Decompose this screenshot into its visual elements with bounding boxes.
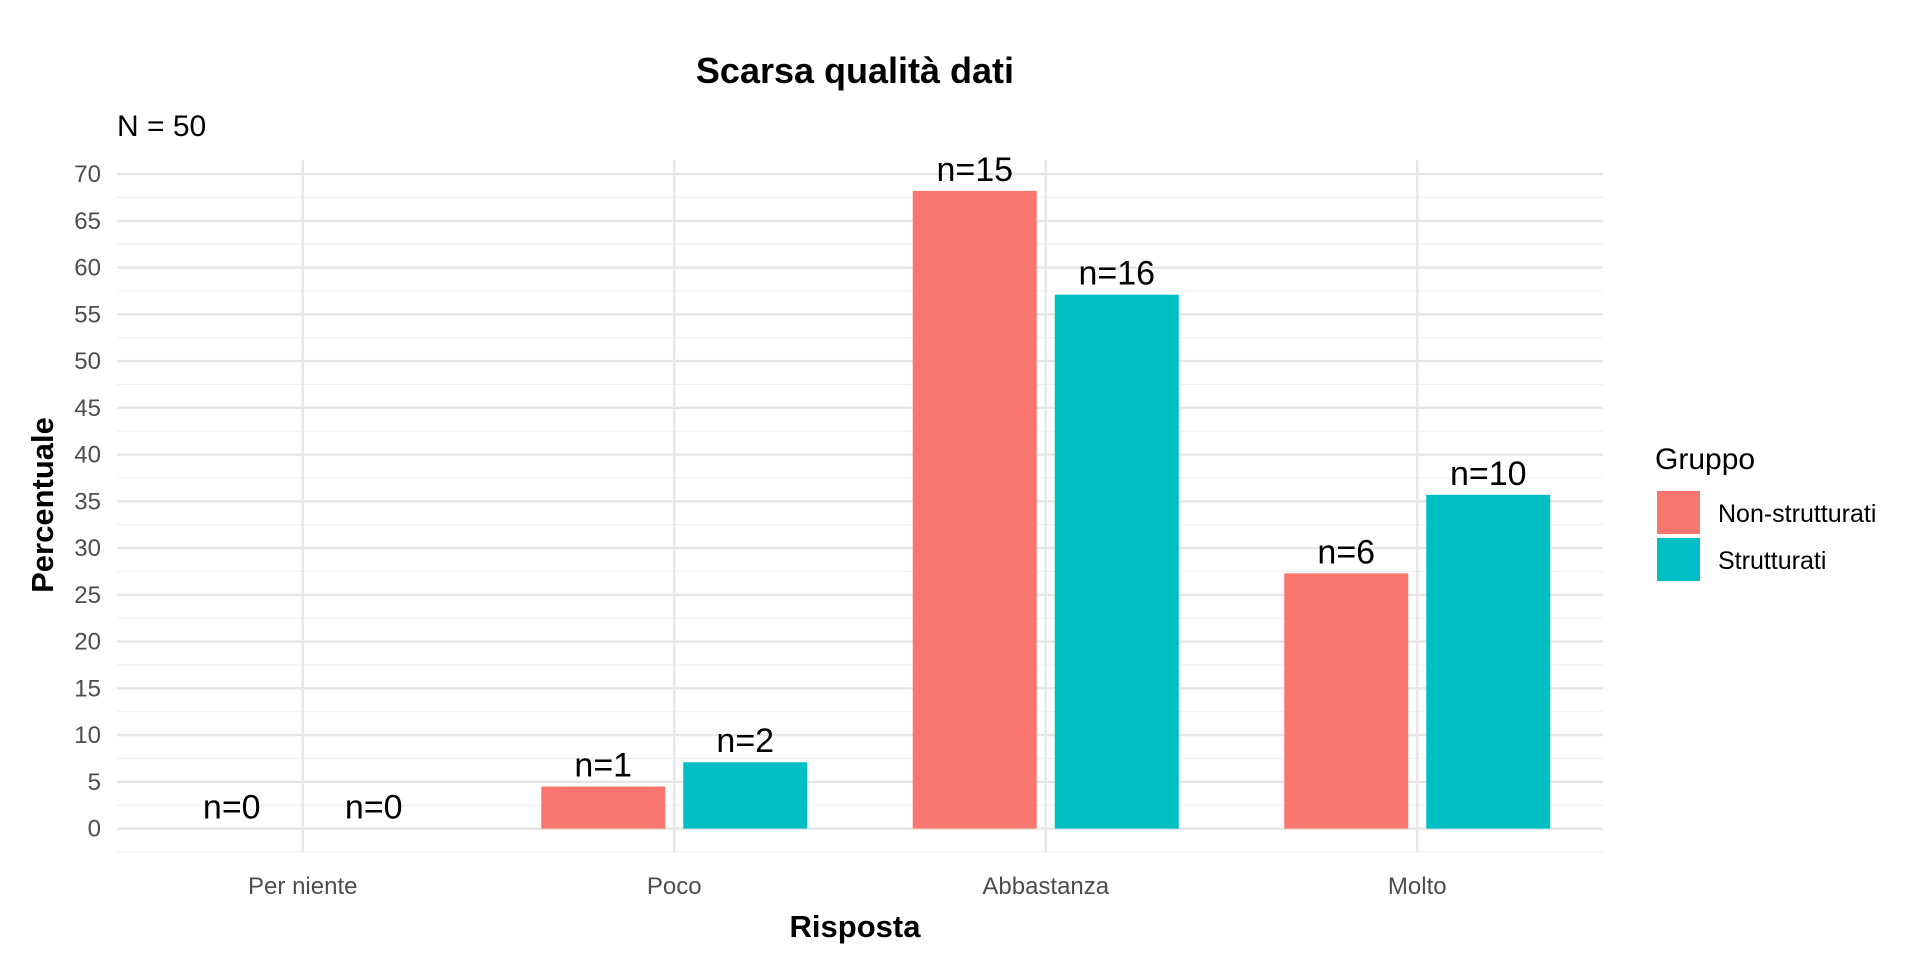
bar-label: n=1 <box>574 747 632 785</box>
grid <box>117 160 1603 853</box>
y-tick-label: 10 <box>74 722 101 749</box>
y-tick-label: 0 <box>88 816 101 843</box>
bar-label: n=2 <box>716 722 774 760</box>
bar-label: n=0 <box>345 789 403 827</box>
y-tick-label: 25 <box>74 582 101 609</box>
y-tick-label: 60 <box>74 255 101 282</box>
bars <box>541 190 1551 829</box>
x-axis-title: Risposta <box>790 909 922 944</box>
bar-label: n=0 <box>203 789 261 827</box>
y-axis-ticks: 0 5 10 15 20 25 30 35 40 45 50 55 60 65 70 <box>74 161 101 843</box>
bar <box>912 190 1037 829</box>
y-tick-label: 55 <box>74 301 101 328</box>
bar <box>1284 573 1409 829</box>
chart-subtitle: N = 50 <box>117 110 206 143</box>
y-tick-label: 5 <box>88 769 101 796</box>
legend-title: Gruppo <box>1655 443 1755 476</box>
y-tick-label: 20 <box>74 629 101 656</box>
chart-title: Scarsa qualità dati <box>696 50 1014 91</box>
bar <box>683 762 808 829</box>
bar <box>541 786 666 829</box>
bar <box>1054 294 1179 829</box>
x-tick-label: Molto <box>1388 873 1447 900</box>
y-tick-label: 15 <box>74 675 101 702</box>
bar-label: n=10 <box>1450 455 1527 493</box>
bar <box>1426 494 1551 829</box>
y-tick-label: 45 <box>74 395 101 422</box>
x-axis-ticks: Per niente Poco Abbastanza Molto <box>248 873 1447 900</box>
y-tick-label: 65 <box>74 208 101 235</box>
legend: Gruppo Non-strutturati Strutturati <box>1655 443 1876 581</box>
bar-label: n=6 <box>1317 533 1375 571</box>
bar-label: n=15 <box>936 151 1013 189</box>
legend-label-strutturati: Strutturati <box>1718 547 1826 575</box>
x-tick-label: Poco <box>647 873 702 900</box>
y-tick-label: 50 <box>74 348 101 375</box>
bar-labels: n=0 n=1 n=15 n=6 n=0 n=2 n=16 n=10 <box>203 151 1527 827</box>
bar-label: n=16 <box>1078 255 1155 293</box>
legend-label-non-strutturati: Non-strutturati <box>1718 500 1876 528</box>
legend-swatch-non-strutturati <box>1657 491 1700 534</box>
legend-swatch-strutturati <box>1657 538 1700 581</box>
x-tick-label: Abbastanza <box>982 873 1109 900</box>
y-tick-label: 40 <box>74 442 101 469</box>
y-axis-title: Percentuale <box>25 417 60 593</box>
y-tick-label: 30 <box>74 535 101 562</box>
y-tick-label: 35 <box>74 488 101 515</box>
x-tick-label: Per niente <box>248 873 357 900</box>
y-tick-label: 70 <box>74 161 101 188</box>
